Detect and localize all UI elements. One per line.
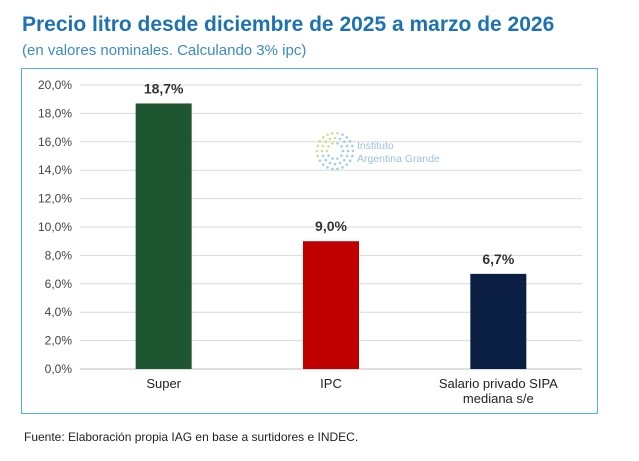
logo-dot [315, 149, 319, 153]
logo-dot [338, 137, 342, 141]
y-tick-label: 16,0% [38, 135, 72, 149]
y-tick-label: 4,0% [45, 305, 73, 319]
logo-dot [321, 144, 325, 148]
iag-logo-icon [315, 131, 355, 171]
logo-dot [320, 149, 324, 153]
logo-dot [331, 142, 334, 145]
logo-dot [350, 154, 354, 158]
y-tick-label: 18,0% [38, 106, 72, 120]
logo-dot [327, 144, 330, 148]
logo-dot [345, 136, 349, 139]
logo-dot [345, 163, 349, 166]
logo-dot [333, 136, 337, 140]
logo-dot [331, 157, 334, 160]
logo-dot [345, 154, 349, 158]
x-category-label: IPC [320, 376, 342, 391]
logo-dot [348, 159, 352, 163]
iag-watermark: Instituto Argentina Grande [315, 131, 440, 171]
logo-dot [341, 133, 344, 136]
logo-dot [336, 167, 339, 171]
x-category-label: mediana s/e [463, 391, 534, 406]
logo-dot [341, 149, 345, 153]
bar-chart: 0,0% 2,0% 4,0% 6,0% 8,0% 10,0% 12,0% 14,0% 16,0%… [38, 78, 582, 406]
y-tick-label: 20,0% [38, 78, 72, 92]
logo-dot [336, 157, 339, 160]
logo-dot [331, 167, 334, 171]
logo-dot [351, 149, 355, 153]
logo-dot [318, 159, 322, 163]
logo-dot [341, 166, 344, 169]
watermark-line1: Instituto [357, 140, 394, 152]
logo-dot [340, 154, 343, 158]
logo-dot [318, 139, 322, 143]
logo-dot [321, 163, 325, 166]
logo-dot [342, 158, 346, 162]
watermark-line2: Argentina Grande [357, 153, 440, 165]
logo-dot [321, 136, 325, 139]
logo-dot [328, 161, 332, 165]
y-tick-label: 10,0% [38, 220, 72, 234]
x-category-label: Salario privado SIPA [439, 376, 558, 391]
y-tick-label: 8,0% [45, 248, 73, 262]
logo-dot [326, 166, 329, 169]
logo-dot [340, 144, 343, 148]
bar-value-label: 6,7% [482, 251, 514, 267]
chart-title: Precio litro desde diciembre de 2025 a m… [22, 13, 555, 36]
x-category-label: Super [146, 376, 181, 391]
logo-dot [331, 131, 334, 135]
chart-frame: 0,0% 2,0% 4,0% 6,0% 8,0% 10,0% 12,0% 14,0% 16,0%… [21, 68, 598, 414]
bar [303, 241, 359, 369]
y-tick-label: 0,0% [45, 362, 73, 376]
logo-dot [324, 158, 328, 162]
logo-dot [326, 133, 329, 136]
y-tick-label: 14,0% [38, 163, 72, 177]
logo-dot [350, 144, 354, 148]
logo-dot [336, 142, 339, 145]
bar [135, 103, 192, 370]
bar-value-label: 9,0% [315, 218, 347, 234]
logo-dot [325, 149, 329, 153]
logo-dot [348, 139, 352, 143]
logo-dot [324, 140, 328, 144]
logo-dot [336, 131, 339, 135]
y-tick-label: 12,0% [38, 192, 72, 206]
logo-dot [321, 154, 325, 158]
logo-dot [342, 140, 346, 144]
logo-dot [338, 161, 342, 165]
logo-dot [346, 149, 350, 153]
logo-dot [333, 162, 337, 166]
logo-dot [316, 154, 320, 158]
logo-dot [345, 144, 349, 148]
y-tick-label: 2,0% [45, 334, 73, 348]
chart-subtitle: (en valores nominales. Calculando 3% ipc… [22, 42, 307, 59]
bar-value-label: 18,7% [144, 80, 184, 96]
source-note: Fuente: Elaboración propia IAG en base a… [24, 430, 359, 444]
logo-dot [327, 154, 330, 158]
logo-dot [316, 144, 320, 148]
logo-dot [328, 137, 332, 141]
y-tick-label: 6,0% [45, 277, 73, 291]
bar [470, 273, 527, 369]
